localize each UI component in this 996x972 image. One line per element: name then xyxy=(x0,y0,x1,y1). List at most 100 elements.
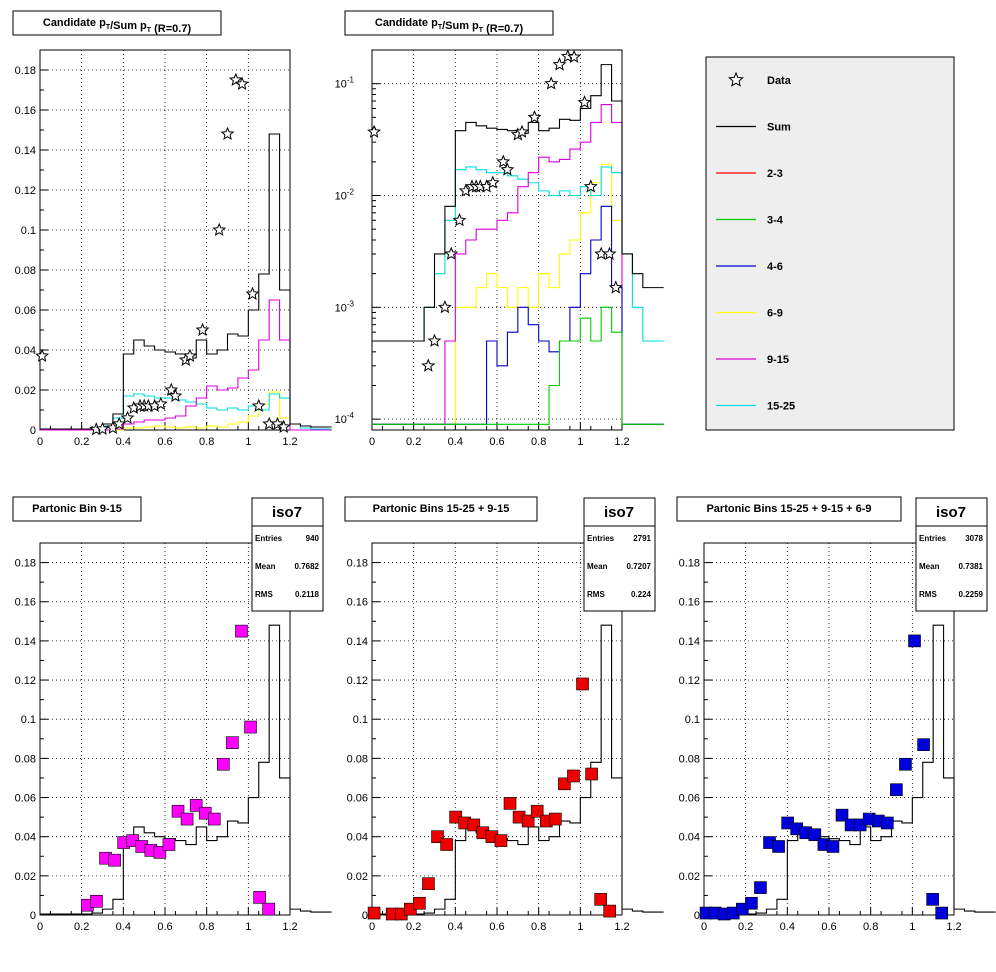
data-point-square xyxy=(576,677,589,691)
data-point-square xyxy=(826,840,840,853)
y-tick-label: 0 xyxy=(694,910,700,922)
stats-key: Mean xyxy=(919,562,940,571)
data-point-square xyxy=(180,812,194,826)
x-tick-label: 0.2 xyxy=(738,921,753,933)
stats-value: 3078 xyxy=(965,534,983,543)
stats-key: Entries xyxy=(255,534,283,543)
data-point-square xyxy=(890,783,903,796)
x-tick-label: 0.8 xyxy=(199,436,214,448)
data-point-square xyxy=(603,904,617,918)
y-tick-label: 0.14 xyxy=(15,145,36,157)
x-tick-label: 1 xyxy=(577,436,583,448)
y-tick-label: 0.02 xyxy=(347,871,368,883)
stats-box: iso7 Entries 3078 Mean 0.7381 RMS 0.2259 xyxy=(915,497,988,612)
data-point-square xyxy=(503,797,517,810)
x-tick-label: 0.6 xyxy=(489,921,504,933)
panel-2-axes: 0 0.2 0.4 0.6 0.8 1 1.2 10-4 10-3 10-2 10-1 xyxy=(335,49,630,448)
series-9-15 xyxy=(372,104,664,425)
series-sum xyxy=(40,133,332,430)
series-6-9 xyxy=(40,391,332,431)
panel-title-1: Candidate pT/Sum pT (R=0.7) xyxy=(12,10,222,36)
data-point-star xyxy=(485,175,500,189)
data-point-star xyxy=(367,124,382,138)
x-tick-label: 0.6 xyxy=(489,436,504,448)
y-tick-label: 0.12 xyxy=(15,675,36,687)
stats-key: RMS xyxy=(255,590,273,599)
data-point-square xyxy=(881,816,894,830)
y-tick-label: 0.1 xyxy=(685,714,700,726)
y-tick-label: 0.04 xyxy=(15,345,36,357)
data-point-star xyxy=(452,213,467,227)
x-tick-label: 0.4 xyxy=(116,436,131,448)
stats-name: iso7 xyxy=(272,504,302,521)
panel-5-series xyxy=(699,624,996,921)
x-tick-label: 1 xyxy=(577,921,583,933)
stats-box: iso7 Entries 2791 Mean 0.7207 RMS 0.224 xyxy=(583,497,656,612)
y-tick-label: 0.1 xyxy=(21,714,36,726)
data-point-square xyxy=(413,896,426,910)
panel-title-2: Candidate pT/Sum pT (R=0.7) xyxy=(344,10,554,36)
y-tick-label: 0.08 xyxy=(15,753,36,765)
y-tick-label: 0.14 xyxy=(15,636,36,648)
data-point-star xyxy=(515,124,529,138)
data-point-square xyxy=(835,808,849,822)
plot-frame xyxy=(703,542,955,916)
data-point-star xyxy=(527,110,542,124)
title-text: Partonic Bins 15-25 + 9-15 + 6-9 xyxy=(706,503,871,515)
data-point-square xyxy=(585,767,598,781)
data-point-star xyxy=(608,280,623,294)
stats-header xyxy=(583,497,656,527)
data-point-square xyxy=(253,891,266,904)
data-point-star xyxy=(728,71,744,87)
y-tick-label: 0 xyxy=(30,910,36,922)
series-sum xyxy=(372,64,664,342)
y-tick-label: 0.02 xyxy=(15,385,36,397)
stats-key: Entries xyxy=(919,534,947,543)
data-point-star xyxy=(577,95,592,109)
x-tick-label: 1.2 xyxy=(614,436,629,448)
stats-body xyxy=(915,525,988,612)
data-point-square xyxy=(549,812,562,826)
data-point-square xyxy=(108,853,121,867)
title-box xyxy=(344,10,554,36)
x-tick-label: 0.6 xyxy=(821,921,836,933)
y-tick-label: 0.06 xyxy=(15,305,36,317)
series-sum xyxy=(372,624,664,915)
stats-value: 0.7682 xyxy=(295,562,320,571)
legend-entry: 4-6 xyxy=(716,261,783,273)
y-tick-label-zero: 0 xyxy=(30,425,36,437)
data-point-square xyxy=(935,906,949,920)
x-tick-label: 1.2 xyxy=(282,921,297,933)
x-tick-label: 0.8 xyxy=(531,921,546,933)
x-tick-label: 0.4 xyxy=(116,921,131,933)
data-point-square xyxy=(754,881,767,894)
title-box xyxy=(12,496,142,522)
data-point-square xyxy=(207,812,221,826)
legend-label: 15-25 xyxy=(767,401,795,413)
data-point-square xyxy=(808,828,822,842)
stats-key: RMS xyxy=(587,590,605,599)
data-point-star xyxy=(276,419,291,433)
data-point-star xyxy=(567,49,582,63)
panel-2-series xyxy=(367,49,664,425)
y-tick-label: 10-2 xyxy=(335,187,355,202)
stats-key: Entries xyxy=(587,534,615,543)
y-tick-label: 0.18 xyxy=(347,558,368,570)
data-point-square xyxy=(745,896,758,910)
legend-entry: 2-3 xyxy=(716,168,783,180)
y-tick-label: 0.14 xyxy=(347,636,368,648)
y-tick-label: 0.18 xyxy=(15,558,36,570)
data-point-square xyxy=(917,738,930,751)
x-tick-label: 1 xyxy=(245,921,251,933)
data-point-square xyxy=(899,757,912,771)
y-tick-label: 0.12 xyxy=(15,185,36,197)
data-point-star xyxy=(427,333,442,347)
data-point-star xyxy=(245,286,260,300)
y-tick-label: 0.18 xyxy=(15,65,36,77)
x-tick-label: 1.2 xyxy=(946,921,961,933)
stats-name: iso7 xyxy=(604,504,634,521)
stats-value: 940 xyxy=(306,534,320,543)
y-tick-label: 0 xyxy=(362,910,368,922)
legend-label: 3-4 xyxy=(767,215,784,227)
